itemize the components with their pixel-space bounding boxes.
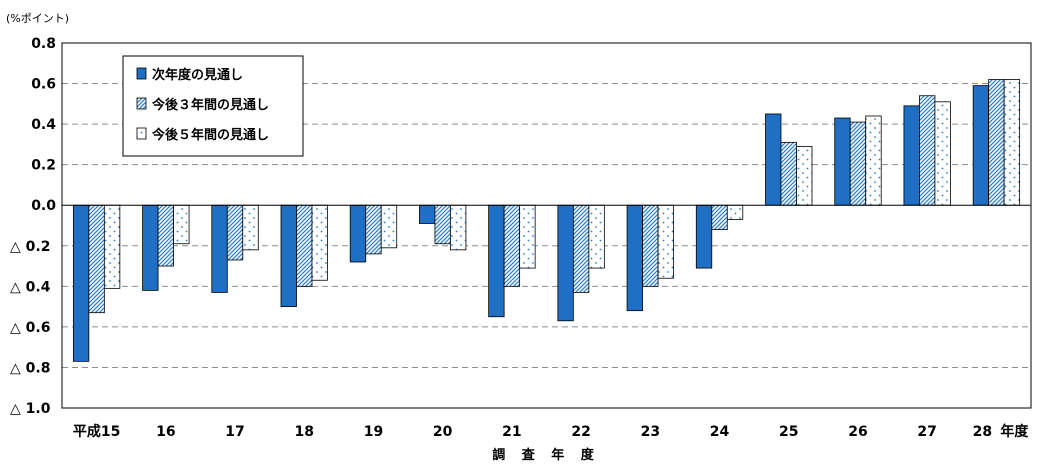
- x-axis-title: 調 査 年 度: [492, 447, 600, 463]
- y-tick-label: 0.8: [31, 36, 56, 52]
- bar-next-year: [142, 204, 159, 291]
- bar-3-years: [642, 204, 659, 287]
- bar-next-year: [695, 204, 713, 269]
- y-tick-label: △ 0.4: [10, 279, 51, 295]
- bar-3-years: [157, 204, 174, 267]
- legend-swatch-5-years: [136, 127, 147, 140]
- y-tick-label: 0.0: [31, 198, 56, 214]
- bar-5-years: [173, 204, 190, 245]
- x-tick-label: 24: [710, 424, 730, 440]
- bar-5-years: [588, 204, 605, 269]
- bar-3-years: [988, 79, 1005, 206]
- bar-5-years: [311, 204, 328, 281]
- bar-next-year: [972, 85, 990, 206]
- x-tick-label: 22: [571, 424, 590, 440]
- bar-3-years: [503, 204, 521, 287]
- x-tick-label: 17: [225, 424, 244, 440]
- x-tick-label: 16: [156, 424, 175, 440]
- x-tick-label: 21: [502, 424, 521, 440]
- bar-3-years: [226, 204, 244, 261]
- bar-5-years: [380, 204, 398, 249]
- legend-box: [122, 55, 304, 157]
- bar-next-year: [349, 204, 367, 263]
- bar-next-year: [765, 113, 782, 206]
- x-tick-label: 25: [779, 424, 798, 440]
- x-tick-label: 28: [973, 424, 992, 440]
- y-tick-label: 0.4: [31, 117, 56, 133]
- x-tick-label: 23: [641, 424, 660, 440]
- bar-next-year: [834, 117, 851, 206]
- y-tick-label: 0.6: [31, 77, 56, 93]
- legend-label-next-year: 次年度の見通し: [152, 67, 243, 83]
- bar-3-years: [711, 204, 728, 230]
- bars: [72, 79, 1021, 362]
- bar-5-years: [1003, 79, 1021, 206]
- x-tick-label: 27: [917, 424, 936, 440]
- bar-5-years: [865, 115, 882, 206]
- legend: 次年度の見通し 今後３年間の見通し 今後５年間の見通し: [122, 55, 304, 157]
- legend-label-5-years: 今後５年間の見通し: [151, 127, 269, 143]
- plot-area-frame: [61, 42, 1032, 409]
- bar-next-year: [903, 105, 920, 206]
- y-tick-label: △ 0.6: [10, 320, 50, 336]
- y-unit-label: (%ポイント): [6, 12, 69, 25]
- y-tick-label: △ 0.8: [10, 360, 50, 376]
- bar-5-years: [657, 204, 674, 279]
- bar-5-years: [796, 146, 813, 206]
- bar-next-year: [488, 204, 505, 318]
- x-tick-label: 19: [364, 424, 383, 440]
- bar-next-year: [72, 204, 90, 362]
- bar-5-years: [242, 204, 259, 251]
- bar-3-years: [365, 204, 382, 255]
- y-tick-label: 0.2: [31, 158, 56, 174]
- x-axis: 平成15 16 17 18 19 20 21 22 23 24 25 26 27 28 年度: [73, 423, 1030, 440]
- bar-3-years: [572, 204, 590, 293]
- bar-5-years: [103, 204, 121, 289]
- x-tick-label: 26: [848, 424, 867, 440]
- legend-swatch-3-years: [136, 97, 147, 110]
- legend-label-3-years: 今後３年間の見通し: [151, 97, 269, 113]
- bar-next-year: [626, 204, 643, 312]
- bar-3-years: [849, 121, 867, 206]
- bar-3-years: [88, 204, 105, 314]
- y-axis: 0.8 0.6 0.4 0.2 0.0 △ 0.2 △ 0.4 △ 0.6 △ 0.8 △ 1.0: [10, 36, 56, 417]
- bar-3-years: [780, 141, 797, 206]
- y-tick-label: △ 0.2: [10, 239, 50, 255]
- bar-next-year: [280, 204, 297, 308]
- bar-5-years: [726, 204, 744, 220]
- legend-swatch-next-year: [136, 67, 147, 80]
- bar-next-year: [419, 204, 436, 224]
- bar-5-years: [519, 204, 536, 269]
- bar-5-years: [934, 101, 951, 206]
- x-tick-label: 平成15: [73, 423, 120, 440]
- y-tick-label: △ 1.0: [10, 401, 51, 417]
- x-axis-suffix: 年度: [1000, 423, 1029, 440]
- bar-next-year: [557, 204, 574, 322]
- bar-5-years: [450, 204, 467, 251]
- bar-3-years: [434, 204, 451, 245]
- x-tick-label: 18: [295, 424, 314, 440]
- bar-3-years: [919, 95, 936, 206]
- bar-3-years: [296, 204, 313, 287]
- bar-next-year: [211, 204, 228, 293]
- x-tick-label: 20: [433, 424, 453, 440]
